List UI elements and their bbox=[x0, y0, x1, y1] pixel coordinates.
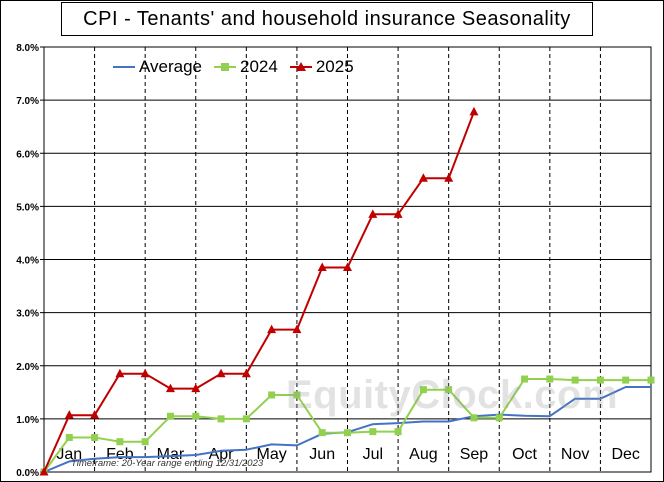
point-average bbox=[397, 422, 399, 424]
point-average bbox=[296, 444, 298, 446]
y-tick-label: 3.0% bbox=[16, 309, 39, 320]
legend-swatch-average bbox=[113, 66, 135, 68]
point-2025 bbox=[140, 368, 150, 378]
point-2024 bbox=[521, 375, 529, 383]
point-2025 bbox=[469, 106, 479, 116]
y-tick-label: 4.0% bbox=[16, 256, 39, 267]
y-tick-label: 2.0% bbox=[16, 362, 39, 373]
x-tick-label: Jun bbox=[309, 446, 335, 463]
point-2024 bbox=[65, 433, 73, 441]
x-tick-label: Sep bbox=[460, 446, 489, 463]
point-2024 bbox=[546, 375, 554, 383]
y-tick-label: 7.0% bbox=[16, 96, 39, 107]
point-2025 bbox=[343, 262, 352, 271]
y-tick-label: 6.0% bbox=[16, 149, 39, 160]
legend-item-2024: 2024 bbox=[214, 57, 278, 77]
point-2024 bbox=[116, 438, 124, 446]
point-2024 bbox=[647, 376, 655, 384]
legend-swatch-2025 bbox=[289, 62, 312, 71]
point-2024 bbox=[268, 391, 276, 399]
legend-swatch-2024 bbox=[214, 63, 237, 71]
point-2025 bbox=[90, 410, 100, 419]
point-average bbox=[68, 460, 70, 462]
point-average bbox=[448, 421, 450, 423]
point-2025 bbox=[191, 383, 201, 393]
point-2025 bbox=[165, 383, 175, 393]
point-2024 bbox=[622, 376, 630, 384]
legend-label-2025: 2025 bbox=[315, 57, 354, 76]
legend-item-average: Average bbox=[113, 57, 202, 77]
point-2024 bbox=[596, 376, 604, 384]
legend-label-average: Average bbox=[139, 57, 203, 76]
point-2025 bbox=[216, 368, 226, 378]
point-2025 bbox=[115, 368, 125, 378]
y-tick-label: 1.0% bbox=[16, 415, 39, 426]
point-2025 bbox=[267, 324, 277, 334]
point-2025 bbox=[241, 368, 251, 378]
timeframe-note: Timeframe: 20-Year range ending 12/31/20… bbox=[71, 458, 264, 469]
point-average bbox=[195, 454, 197, 456]
point-2024 bbox=[91, 433, 99, 441]
x-tick-label: Jul bbox=[363, 446, 383, 463]
point-2024 bbox=[495, 414, 503, 422]
point-2024 bbox=[445, 386, 453, 394]
watermark: EquityClock.com bbox=[286, 373, 619, 417]
point-average bbox=[372, 423, 374, 425]
point-average bbox=[245, 449, 247, 451]
point-2024 bbox=[192, 412, 200, 420]
x-tick-label: Jan bbox=[56, 446, 82, 463]
point-2024 bbox=[419, 386, 427, 394]
point-2025 bbox=[317, 262, 327, 271]
point-average bbox=[625, 386, 627, 388]
x-tick-label: Aug bbox=[409, 446, 437, 463]
point-2024 bbox=[394, 428, 402, 436]
point-2025 bbox=[418, 173, 428, 182]
point-2025 bbox=[39, 467, 49, 476]
legend-item-2025: 2025 bbox=[289, 57, 354, 77]
point-2024 bbox=[217, 415, 225, 423]
point-2024 bbox=[369, 428, 377, 436]
point-2024 bbox=[344, 429, 351, 437]
x-tick-label: Feb bbox=[106, 446, 134, 463]
point-2024 bbox=[141, 438, 149, 446]
chart-title: CPI - Tenants' and household insurance S… bbox=[61, 2, 593, 36]
legend-label-2024: 2024 bbox=[240, 57, 278, 76]
y-tick-label: 8.0% bbox=[16, 43, 39, 54]
point-2025 bbox=[292, 324, 302, 334]
x-tick-label: Dec bbox=[611, 446, 639, 463]
point-2025 bbox=[64, 410, 74, 419]
y-tick-label: 5.0% bbox=[16, 202, 39, 213]
x-tick-label: Mar bbox=[157, 446, 185, 463]
chart-legend: Average 2024 2025 bbox=[113, 57, 366, 77]
x-tick-label: Nov bbox=[561, 446, 589, 463]
series-line-2025 bbox=[43, 111, 475, 473]
point-2024 bbox=[571, 376, 579, 384]
point-2025 bbox=[444, 173, 454, 182]
point-average bbox=[650, 386, 652, 388]
x-tick-label: May bbox=[257, 446, 287, 463]
point-2024 bbox=[318, 429, 326, 437]
point-2024 bbox=[242, 415, 250, 423]
point-2024 bbox=[166, 412, 174, 420]
point-2025 bbox=[368, 209, 378, 218]
point-2025 bbox=[393, 209, 403, 218]
point-2024 bbox=[293, 391, 301, 399]
x-tick-label: Oct bbox=[512, 446, 537, 463]
point-average bbox=[271, 443, 273, 445]
point-average bbox=[169, 455, 171, 457]
point-average bbox=[422, 421, 424, 423]
y-tick-label: 0.0% bbox=[16, 468, 39, 479]
point-average bbox=[220, 450, 222, 452]
point-2024 bbox=[470, 414, 478, 422]
